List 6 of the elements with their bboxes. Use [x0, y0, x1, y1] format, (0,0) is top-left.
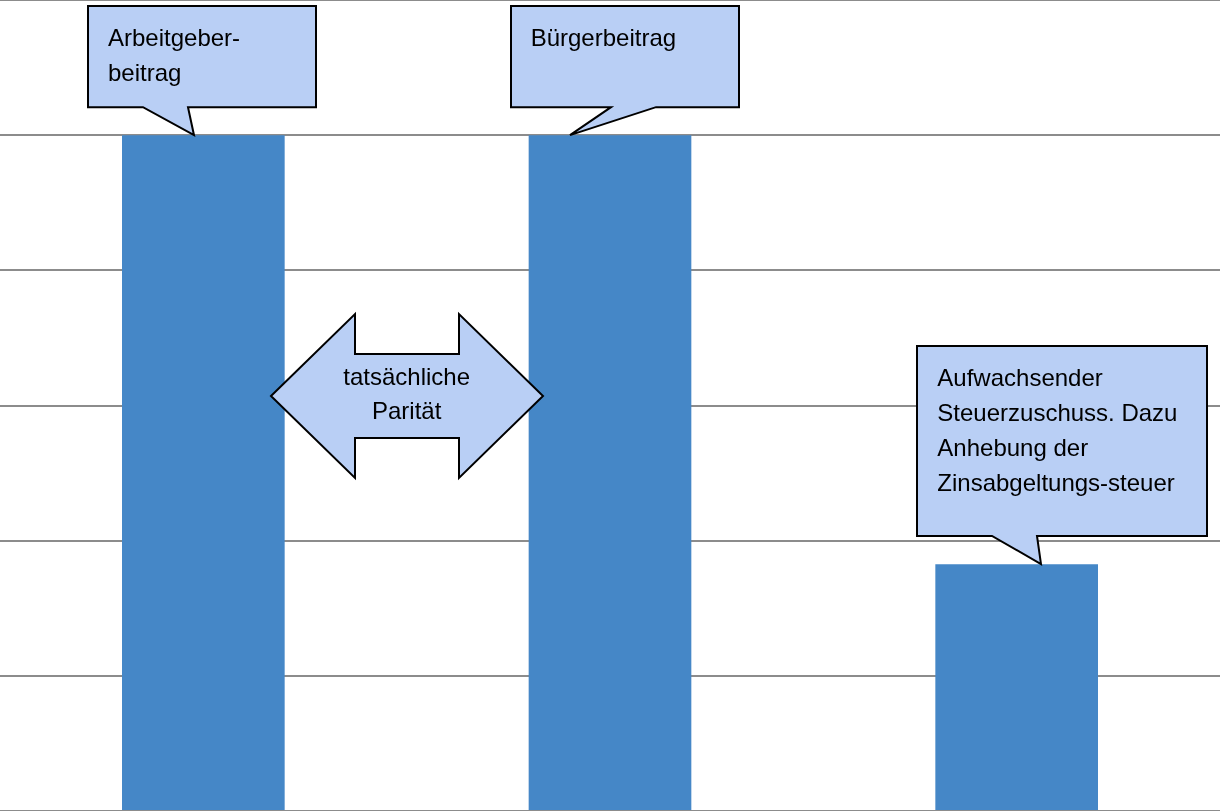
annotation: tatsächliche Parität — [342, 361, 472, 426]
double-headed-arrow: tatsächliche Parität — [270, 313, 543, 478]
speech-callout: Aufwachsender Steuerzuschuss. Dazu Anhebung der Zinsabgeltungs-steuer — [917, 346, 1208, 565]
annotation: Aufwachsender Steuerzuschuss. Dazu Anhebung der Zinsabgeltungs-steuer — [937, 363, 1179, 499]
speech-callout: Arbeitgeber-beitrag — [88, 6, 316, 136]
speech-callout: Bürgerbeitrag — [510, 6, 739, 136]
